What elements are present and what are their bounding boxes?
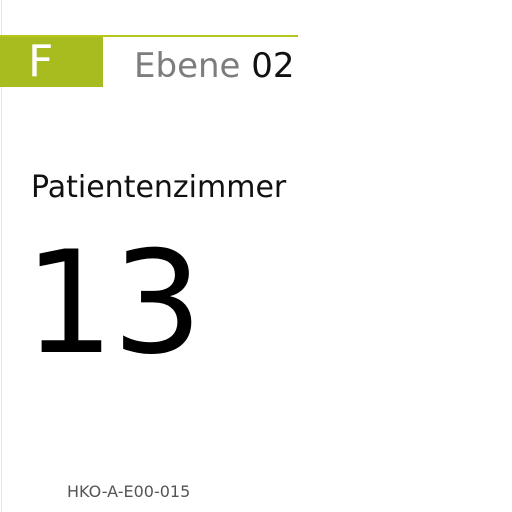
room-type: Patientenzimmer bbox=[31, 170, 287, 205]
level-number: 02 bbox=[251, 46, 295, 86]
sign-edge bbox=[1, 0, 2, 512]
header-accent-line bbox=[0, 35, 298, 37]
sign-code: HKO-A-E00-015 bbox=[67, 482, 191, 501]
room-number: 13 bbox=[24, 221, 203, 386]
level-word: Ebene bbox=[134, 46, 241, 86]
floor-badge bbox=[0, 37, 103, 87]
floor-letter: F bbox=[28, 36, 54, 87]
level-label: Ebene 02 bbox=[134, 44, 295, 88]
